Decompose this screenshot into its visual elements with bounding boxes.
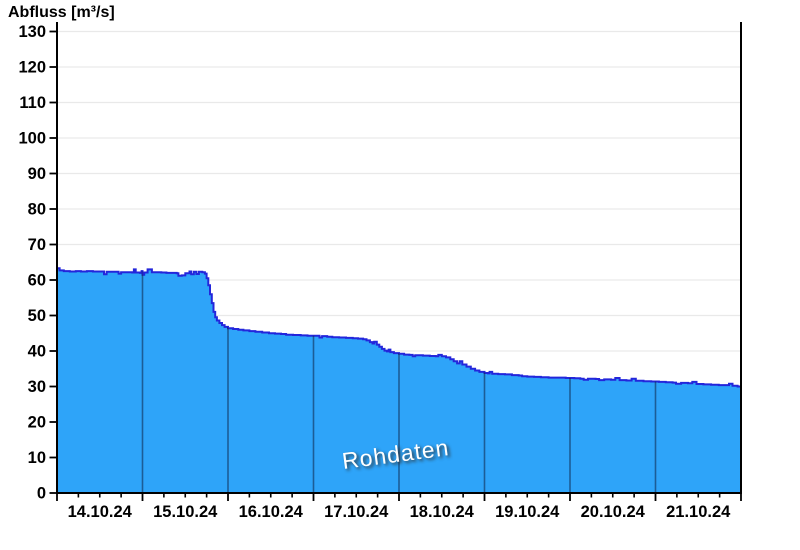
discharge-line [57, 267, 742, 388]
x-tick-label: 17.10.24 [324, 503, 389, 521]
y-ticks [49, 30, 57, 494]
x-tick-labels: 14.10.24 15.10.24 16.10.24 17.10.24 18.10.24… [68, 503, 732, 521]
y-tick-label: 130 [18, 23, 46, 41]
x-tick-label: 19.10.24 [495, 503, 560, 521]
x-tick-label: 14.10.24 [68, 503, 133, 521]
y-tick-label: 0 [37, 485, 46, 503]
x-ticks [56, 493, 742, 501]
y-tick-label: 70 [28, 236, 46, 254]
y-tick-label: 50 [28, 307, 46, 325]
x-tick-label: 16.10.24 [239, 503, 304, 521]
chart-title: Abfluss [m³/s] [8, 4, 115, 21]
y-tick-label: 60 [28, 272, 46, 290]
y-tick-label: 80 [28, 201, 46, 219]
day-boundary-lines [141, 268, 657, 493]
x-tick-label: 21.10.24 [666, 503, 731, 521]
y-tick-labels: 0 10 20 30 40 50 60 70 80 90 100 110 120 130 [18, 23, 46, 503]
y-tick-label: 10 [28, 449, 46, 467]
y-tick-label: 120 [18, 59, 46, 77]
y-tick-label: 30 [28, 378, 46, 396]
y-tick-label: 40 [28, 343, 46, 361]
x-tick-label: 18.10.24 [410, 503, 475, 521]
x-tick-label: 20.10.24 [581, 503, 646, 521]
y-tick-label: 20 [28, 414, 46, 432]
y-tick-label: 110 [19, 94, 46, 112]
x-tick-label: 15.10.24 [153, 503, 218, 521]
y-tick-label: 100 [18, 130, 46, 148]
y-tick-label: 90 [28, 165, 46, 183]
